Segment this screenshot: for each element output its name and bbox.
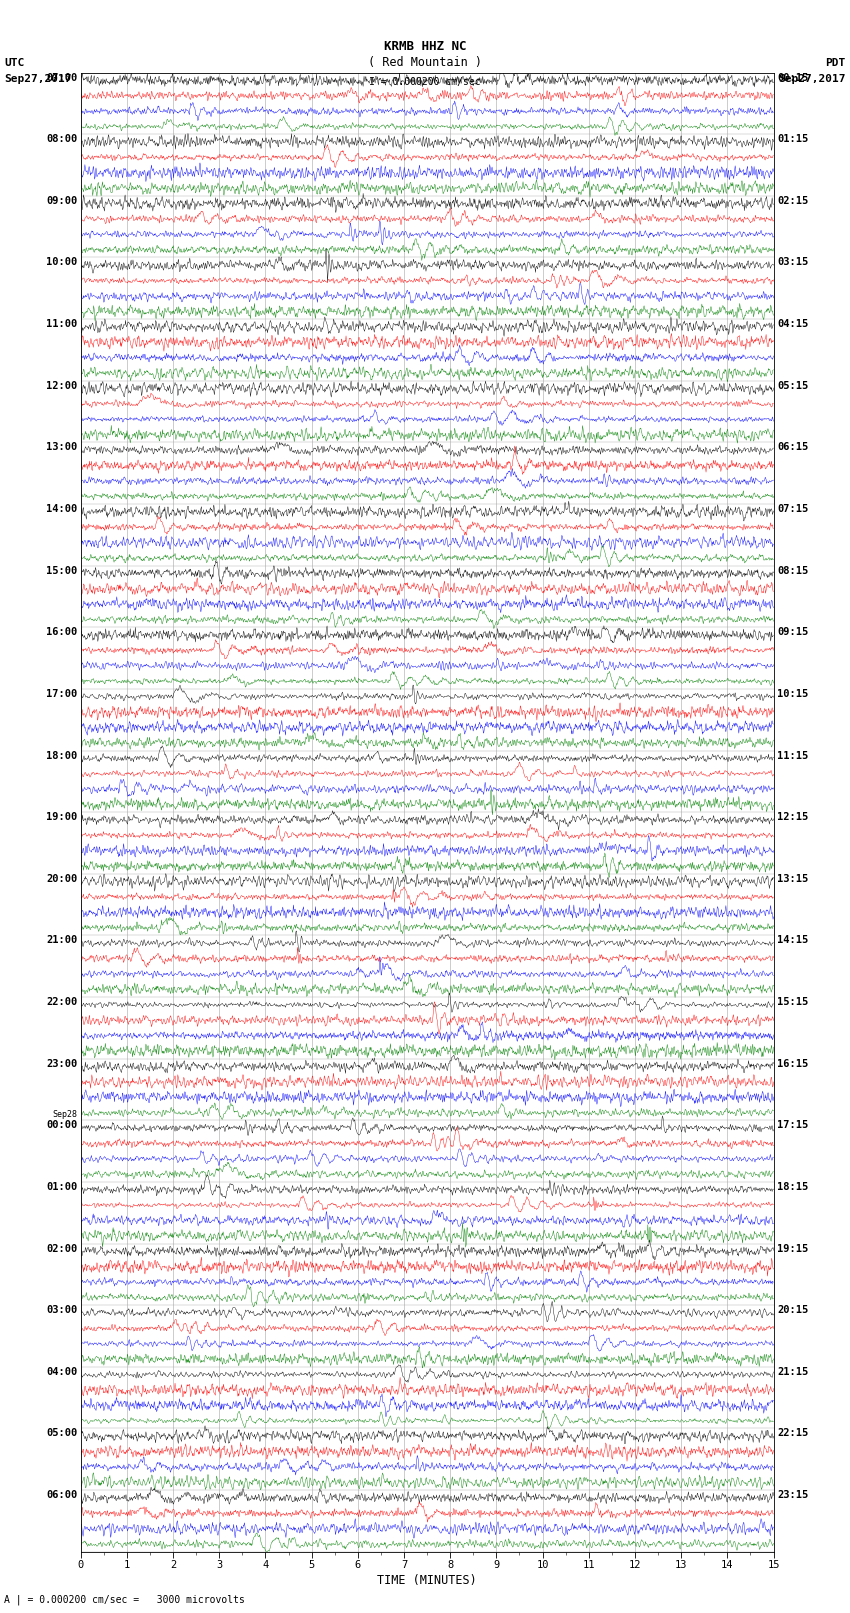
Text: 11:15: 11:15 xyxy=(777,750,808,760)
Text: 17:00: 17:00 xyxy=(46,689,77,698)
Text: Sep27,2017: Sep27,2017 xyxy=(779,74,846,84)
Text: 12:00: 12:00 xyxy=(46,381,77,390)
Text: 11:00: 11:00 xyxy=(46,319,77,329)
Text: 09:00: 09:00 xyxy=(46,195,77,206)
Text: 18:15: 18:15 xyxy=(777,1182,808,1192)
Text: 20:15: 20:15 xyxy=(777,1305,808,1315)
X-axis label: TIME (MINUTES): TIME (MINUTES) xyxy=(377,1574,477,1587)
Text: 16:15: 16:15 xyxy=(777,1058,808,1069)
Text: 22:00: 22:00 xyxy=(46,997,77,1007)
Text: KRMB HHZ NC: KRMB HHZ NC xyxy=(383,40,467,53)
Text: 07:15: 07:15 xyxy=(777,503,808,515)
Text: PDT: PDT xyxy=(825,58,846,68)
Text: A | = 0.000200 cm/sec =   3000 microvolts: A | = 0.000200 cm/sec = 3000 microvolts xyxy=(4,1594,245,1605)
Text: UTC: UTC xyxy=(4,58,25,68)
Text: 20:00: 20:00 xyxy=(46,874,77,884)
Text: 22:15: 22:15 xyxy=(777,1429,808,1439)
Text: 06:00: 06:00 xyxy=(46,1490,77,1500)
Text: 15:00: 15:00 xyxy=(46,566,77,576)
Text: 17:15: 17:15 xyxy=(777,1121,808,1131)
Text: ( Red Mountain ): ( Red Mountain ) xyxy=(368,56,482,69)
Text: 09:15: 09:15 xyxy=(777,627,808,637)
Text: 01:00: 01:00 xyxy=(46,1182,77,1192)
Text: 21:00: 21:00 xyxy=(46,936,77,945)
Text: I = 0.000200 cm/sec: I = 0.000200 cm/sec xyxy=(369,77,481,87)
Text: 21:15: 21:15 xyxy=(777,1366,808,1378)
Text: 00:15: 00:15 xyxy=(777,73,808,82)
Text: Sep28: Sep28 xyxy=(53,1110,77,1119)
Text: 10:00: 10:00 xyxy=(46,258,77,268)
Text: 05:15: 05:15 xyxy=(777,381,808,390)
Text: 01:15: 01:15 xyxy=(777,134,808,144)
Text: 02:15: 02:15 xyxy=(777,195,808,206)
Text: 13:00: 13:00 xyxy=(46,442,77,452)
Text: 00:00: 00:00 xyxy=(46,1121,77,1131)
Text: 06:15: 06:15 xyxy=(777,442,808,452)
Text: 14:00: 14:00 xyxy=(46,503,77,515)
Text: 19:15: 19:15 xyxy=(777,1244,808,1253)
Text: 04:15: 04:15 xyxy=(777,319,808,329)
Text: 02:00: 02:00 xyxy=(46,1244,77,1253)
Text: 19:00: 19:00 xyxy=(46,813,77,823)
Text: 23:00: 23:00 xyxy=(46,1058,77,1069)
Text: 12:15: 12:15 xyxy=(777,813,808,823)
Text: 03:00: 03:00 xyxy=(46,1305,77,1315)
Text: 03:15: 03:15 xyxy=(777,258,808,268)
Text: 15:15: 15:15 xyxy=(777,997,808,1007)
Text: 05:00: 05:00 xyxy=(46,1429,77,1439)
Text: 04:00: 04:00 xyxy=(46,1366,77,1378)
Text: 08:15: 08:15 xyxy=(777,566,808,576)
Text: Sep27,2017: Sep27,2017 xyxy=(4,74,71,84)
Text: 23:15: 23:15 xyxy=(777,1490,808,1500)
Text: 18:00: 18:00 xyxy=(46,750,77,760)
Text: 07:00: 07:00 xyxy=(46,73,77,82)
Text: 14:15: 14:15 xyxy=(777,936,808,945)
Text: 16:00: 16:00 xyxy=(46,627,77,637)
Text: 13:15: 13:15 xyxy=(777,874,808,884)
Text: 08:00: 08:00 xyxy=(46,134,77,144)
Text: 10:15: 10:15 xyxy=(777,689,808,698)
